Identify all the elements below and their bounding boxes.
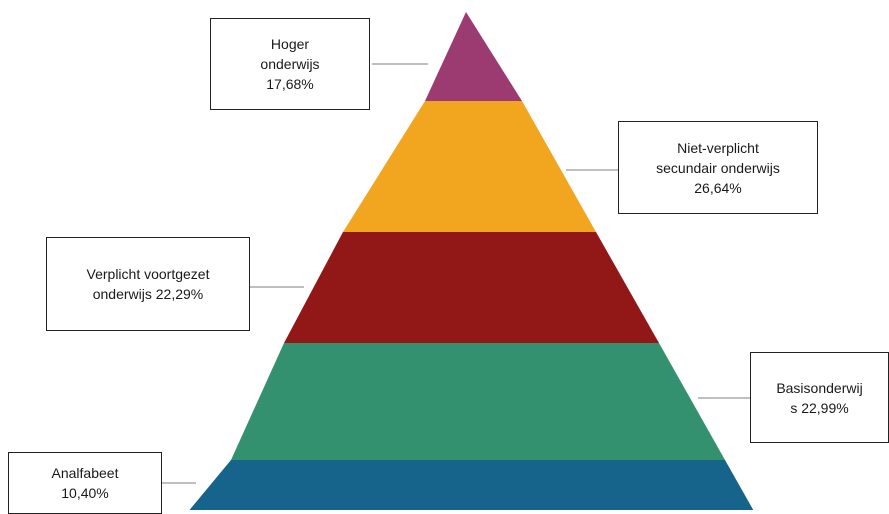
label-text: Analfabeet	[51, 465, 119, 481]
label-text: Verplicht voortgezet	[86, 266, 210, 282]
label-text: Basisonderwij	[776, 379, 863, 396]
label-value: 10,40%	[61, 485, 109, 501]
label-verplicht-voortgezet: Verplicht voortgezet onderwijs 22,29%	[46, 237, 250, 331]
label-value: 26,64%	[694, 179, 742, 196]
label-text: onderwijs 22,29%	[92, 286, 204, 302]
label-text: onderwijs	[260, 56, 320, 72]
layer-niet-verplicht-secundair	[343, 101, 596, 232]
layer-analfabeet	[189, 460, 754, 510]
label-hoger-onderwijs: Hoger onderwijs 17,68%	[210, 18, 370, 110]
label-analfabeet: Analfabeet 10,40%	[8, 452, 162, 514]
label-text: Hoger	[270, 36, 310, 52]
label-text: s 22,99%	[790, 399, 849, 416]
label-basisonderwijs: Basisonderwij s 22,99%	[750, 352, 889, 443]
layer-basisonderwijs	[231, 343, 725, 460]
label-niet-verplicht-secundair: Niet-verplicht secundair onderwijs 26,64…	[618, 121, 818, 214]
layer-hoger-onderwijs	[425, 12, 522, 101]
label-text: secundair onderwijs	[656, 159, 780, 176]
label-value: 17,68%	[266, 76, 314, 92]
layer-verplicht-voortgezet	[284, 232, 659, 343]
label-text: Niet-verplicht	[677, 139, 759, 156]
